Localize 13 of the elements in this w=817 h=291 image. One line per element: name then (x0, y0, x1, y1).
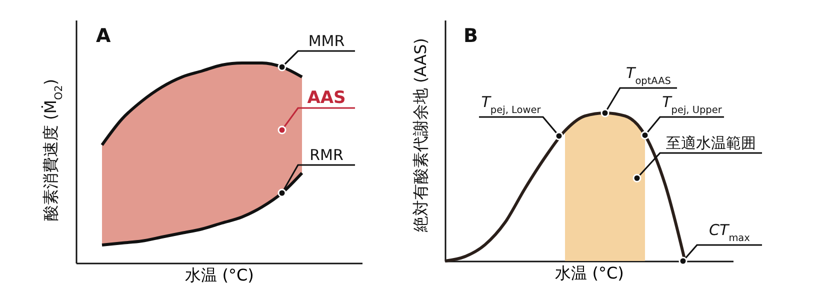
text: T$_{optAAS}$ (626, 64, 671, 86)
x-axis-title: 水温 (°C) (185, 266, 254, 284)
series-label: MMR (308, 32, 345, 50)
annotation: 至適水温範囲 (666, 134, 756, 152)
annotation: AAS (307, 88, 346, 108)
annotation: T$_{pej, Upper}$ (662, 93, 723, 116)
series-label: RMR (310, 146, 344, 164)
text: CT$_{max}$ (709, 221, 750, 244)
annotation: T$_{pej, Lower}$ (481, 93, 542, 116)
x-axis-title: 水温 (°C) (555, 264, 624, 282)
y-axis-title: 絶対有酸素代謝余地 (AAS) (411, 38, 430, 234)
chart-title: B (464, 25, 478, 47)
chart-title: A (96, 25, 111, 47)
